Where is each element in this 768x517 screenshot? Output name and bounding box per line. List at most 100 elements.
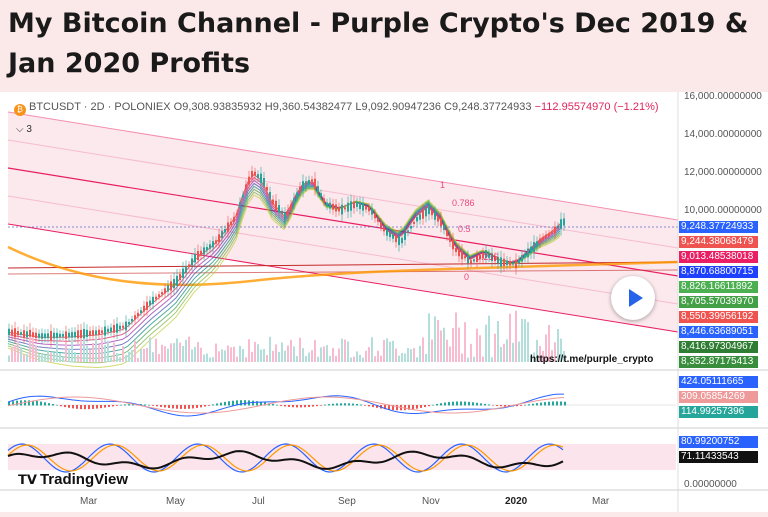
price-scale-14000: 14,000.00000000: [684, 129, 762, 140]
volume-bar: [293, 346, 295, 362]
candle: [332, 203, 334, 210]
volume-bar: [167, 348, 169, 362]
candle: [149, 300, 151, 306]
volume-bar: [113, 342, 115, 362]
volume-bar: [395, 348, 397, 362]
volume-bar: [545, 334, 547, 362]
candle: [434, 212, 436, 220]
macd-hist-bar: [212, 404, 214, 406]
candle: [104, 326, 106, 336]
volume-bar: [260, 349, 262, 362]
volume-bar: [302, 348, 304, 362]
candle: [212, 241, 214, 248]
volume-bar: [389, 341, 391, 362]
candle: [287, 209, 289, 217]
macd-hist-bar: [168, 405, 170, 409]
macd-hist-bar: [324, 404, 326, 406]
volume-bar: [212, 357, 214, 362]
candle: [443, 225, 445, 230]
volume-bar: [548, 325, 550, 362]
channel-top-line: [7, 111, 679, 221]
volume-bar: [479, 335, 481, 362]
volume-bar: [263, 348, 265, 362]
candle: [152, 296, 154, 304]
volume-bar: [221, 349, 223, 362]
macd-hist-bar: [420, 405, 422, 408]
volume-bar: [452, 328, 454, 362]
candle: [395, 235, 397, 243]
volume-bar: [269, 336, 271, 362]
candle: [365, 206, 367, 210]
volume-bar: [107, 340, 109, 362]
macd-hist-bar: [104, 405, 106, 408]
candle: [260, 173, 262, 184]
candle: [530, 246, 532, 254]
play-icon: [629, 289, 643, 307]
volume-bar: [371, 337, 373, 362]
volume-bar: [41, 352, 43, 362]
stoch-d-line: [7, 444, 564, 472]
indicators-toggle[interactable]: ⌵ 3: [16, 124, 32, 135]
tradingview-mark-icon: 𝗧𝗩: [18, 472, 37, 487]
candle: [401, 237, 403, 244]
telegram-link[interactable]: https://t.me/purple_crypto: [530, 354, 654, 365]
candle: [413, 221, 415, 224]
volume-bar: [101, 336, 103, 362]
macd-hist-bar: [516, 405, 518, 407]
volume-bar: [158, 353, 160, 362]
volume-bar: [437, 320, 439, 362]
candle: [506, 260, 508, 266]
volume-bar: [278, 351, 280, 362]
candle: [56, 332, 58, 339]
chart-area[interactable]: 1 0.786 0.5 0.236 0 ₿ BTCUSDT · 2D · POLONIEX…: [0, 91, 768, 512]
candle: [293, 197, 295, 205]
macd-hist-bar: [292, 405, 294, 408]
candle: [344, 207, 346, 210]
candle: [218, 234, 220, 243]
macd-hist-bar: [392, 405, 394, 411]
macd-hist-bar: [68, 405, 70, 408]
play-button[interactable]: [611, 276, 655, 320]
candle: [26, 331, 28, 338]
candle: [509, 260, 511, 266]
candle: [92, 330, 94, 336]
macd-hist-bar: [564, 401, 566, 406]
macd-hist-bar: [320, 405, 322, 406]
macd-hist-bar: [164, 405, 166, 408]
candle: [185, 265, 187, 274]
price-badge: 9,013.48538018: [679, 251, 758, 263]
macd-hist-bar: [28, 400, 30, 406]
volume-bar: [86, 345, 88, 362]
macd-hist-bar: [144, 404, 146, 406]
candle: [11, 329, 13, 336]
volume-bar: [143, 348, 145, 362]
volume-bar: [365, 350, 367, 362]
month-label: 2020: [505, 496, 528, 507]
price-chart[interactable]: 1 0.786 0.5 0.236 0: [0, 92, 768, 512]
volume-bar: [14, 345, 16, 362]
candle: [461, 250, 463, 260]
volume-bar: [350, 357, 352, 362]
candle: [410, 226, 412, 229]
volume-bar: [17, 340, 19, 362]
volume-bar: [275, 344, 277, 362]
candle: [476, 255, 478, 263]
macd-hist-bar: [244, 400, 246, 406]
candle: [335, 204, 337, 212]
symbol-header[interactable]: ₿ BTCUSDT · 2D · POLONIEX O9,308.93835932…: [14, 101, 659, 116]
fib-label: 0.236: [476, 252, 499, 262]
candle: [266, 186, 268, 191]
macd-hist-bar: [552, 401, 554, 406]
macd-hist-bar: [96, 405, 98, 409]
candle: [302, 181, 304, 191]
candle: [470, 260, 472, 264]
candle: [254, 171, 256, 176]
fib-label: 0.5: [458, 224, 471, 234]
macd-hist-bar: [464, 401, 466, 406]
volume-bar: [8, 355, 10, 362]
macd-hist-bar: [228, 401, 230, 406]
candle: [101, 330, 103, 334]
candle: [539, 238, 541, 244]
macd-hist-bar: [360, 404, 362, 406]
volume-bar: [80, 339, 82, 362]
